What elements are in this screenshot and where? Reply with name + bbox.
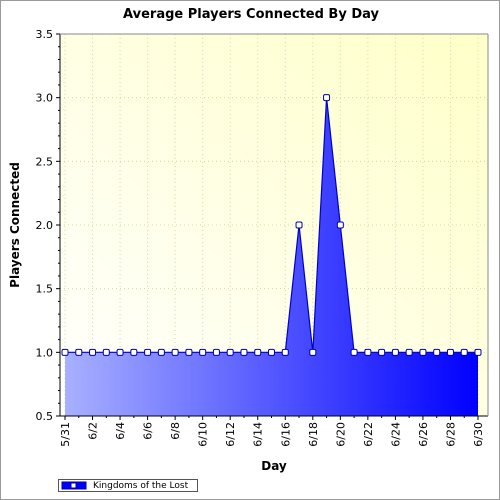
y-tick-label: 3.0 — [36, 92, 54, 105]
data-point — [116, 348, 124, 356]
legend: Kingdoms of the Lost — [58, 479, 198, 492]
data-point — [391, 348, 399, 356]
y-tick-label: 3.5 — [36, 28, 54, 41]
legend-swatch — [61, 481, 87, 490]
data-point — [199, 348, 207, 356]
x-axis-ticks: 5/31 6/2 6/4 6/6 6/8 6/10 6/12 6/14 6/16 6/18 6/20… — [59, 416, 485, 447]
x-tick-label: 6/14 — [252, 422, 265, 447]
y-axis-ticks: 0.5 1.0 1.5 2.0 2.5 3.0 3.5 — [36, 28, 60, 423]
y-tick-label: 2.5 — [36, 155, 54, 168]
y-tick-label: 2.0 — [36, 219, 54, 232]
data-point — [130, 348, 138, 356]
data-point — [323, 94, 331, 102]
data-point — [102, 348, 110, 356]
x-tick-label: 6/26 — [417, 422, 430, 447]
data-point — [405, 348, 413, 356]
y-tick-label: 1.5 — [36, 283, 54, 296]
data-point — [419, 348, 427, 356]
data-point — [433, 348, 441, 356]
x-tick-label: 6/16 — [279, 422, 292, 447]
x-tick-label: 6/22 — [362, 422, 375, 447]
x-tick-label: 6/2 — [87, 422, 100, 440]
x-tick-label: 6/8 — [169, 422, 182, 440]
data-point — [268, 348, 275, 356]
legend-label: Kingdoms of the Lost — [93, 480, 189, 491]
data-point — [226, 348, 234, 356]
data-point — [295, 221, 303, 229]
data-point — [75, 348, 83, 356]
y-tick-label: 0.5 — [36, 410, 54, 423]
data-point — [460, 348, 468, 356]
data-point — [144, 348, 152, 356]
x-tick-label: 6/12 — [224, 422, 237, 447]
data-point — [309, 348, 317, 356]
x-tick-label: 6/20 — [334, 422, 347, 447]
x-axis-title: Day — [261, 459, 287, 473]
x-tick-label: 6/18 — [307, 422, 320, 447]
x-tick-label: 6/28 — [444, 422, 457, 447]
data-point — [254, 348, 262, 356]
data-point — [446, 348, 454, 356]
data-point — [281, 348, 289, 356]
x-tick-label: 6/6 — [142, 422, 155, 440]
x-tick-label: 6/24 — [389, 422, 402, 447]
data-point — [364, 348, 372, 356]
data-point — [157, 348, 165, 356]
data-point — [212, 348, 220, 356]
data-point — [474, 348, 482, 356]
data-point — [171, 348, 179, 356]
x-tick-label: 6/10 — [197, 422, 210, 447]
data-points — [61, 94, 482, 356]
data-point — [61, 348, 69, 356]
data-point — [378, 348, 386, 356]
data-point — [185, 348, 193, 356]
chart-title: Average Players Connected By Day — [123, 7, 379, 22]
data-point — [240, 348, 248, 356]
data-point — [89, 348, 97, 356]
y-tick-label: 1.0 — [36, 346, 54, 359]
data-point — [336, 221, 344, 229]
x-tick-label: 6/30 — [472, 422, 485, 447]
data-point — [350, 348, 358, 356]
y-axis-title: Players Connected — [8, 162, 22, 288]
x-tick-label: 5/31 — [59, 422, 72, 447]
x-tick-label: 6/4 — [114, 422, 127, 440]
